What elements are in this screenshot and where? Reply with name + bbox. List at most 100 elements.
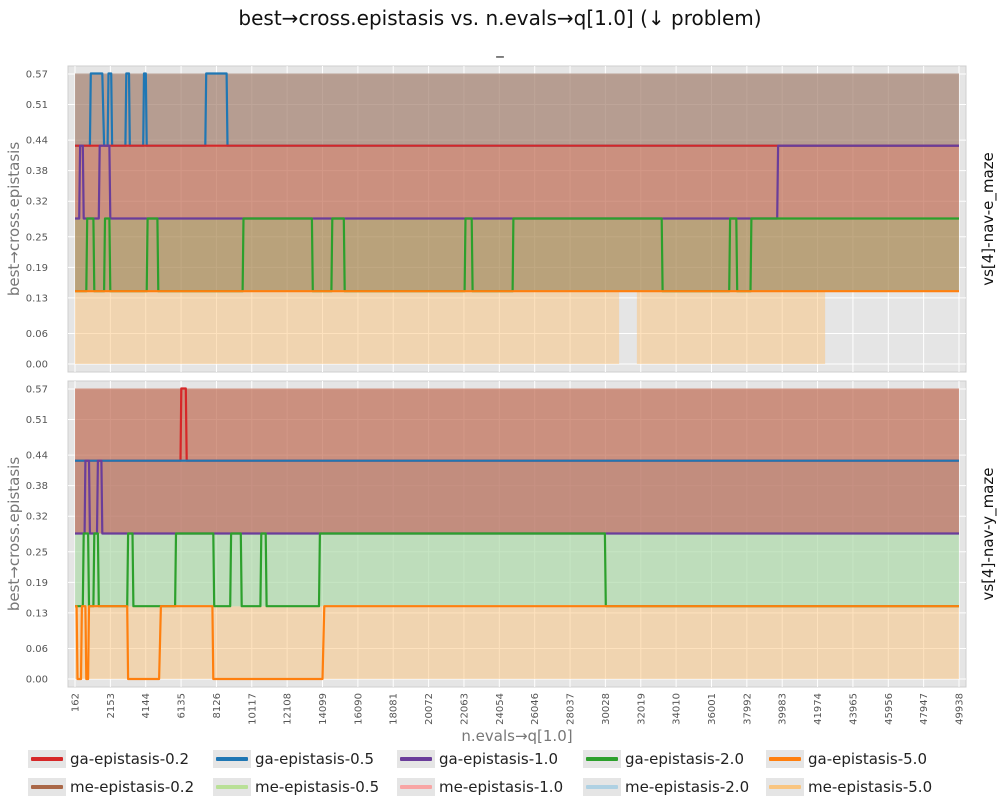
y-gridlines [68,73,966,365]
y-tick-label: 0.00 [26,675,48,686]
series-lines [75,387,959,681]
legend-item-me-epistasis-0.5: me-epistasis-0.5 [213,776,379,798]
y-tick-label: 0.25 [26,232,48,243]
x-tick-label: 22063 [459,693,470,725]
x-tick-label: 26046 [530,693,541,725]
y-tick-label: 0.57 [26,70,48,81]
y-tick-label: 0.38 [26,166,48,177]
legend-label: me-epistasis-2.0 [625,778,750,796]
legend-item-ga-epistasis-1.0: ga-epistasis-1.0 [397,748,558,770]
range-bands [75,73,959,364]
band-me-epistasis-0.5 [75,533,959,607]
y-tick-label: 0.06 [26,329,48,340]
y-axis-label: best→cross.epistasis [5,457,23,611]
x-tick-label: 18081 [389,693,400,725]
legend-swatch [28,750,66,768]
x-tick-label: 30028 [601,693,612,725]
legend-label: ga-epistasis-1.0 [439,750,558,768]
y-tick-label: 0.06 [26,644,48,655]
x-tick-label: 14099 [318,693,329,725]
facet-label: vs[4]-nav-e_maze [979,152,998,286]
legend-swatch [766,750,804,768]
x-tick-label: 6135 [177,693,188,718]
legend-swatch [583,778,621,796]
legend-item-ga-epistasis-2.0: ga-epistasis-2.0 [583,748,744,770]
legend-item-me-epistasis-1.0: me-epistasis-1.0 [397,776,563,798]
x-tick-label: 24054 [495,693,506,725]
y-tick-label: 0.32 [26,512,48,523]
legend-label: me-epistasis-1.0 [439,778,564,796]
chart-subtitle: _ [496,40,504,58]
legend-swatch [213,750,251,768]
x-tick-label: 45956 [884,693,895,725]
line-ga-epistasis-5.0 [75,605,959,681]
legend-swatch [28,778,66,796]
legend-swatch [397,750,435,768]
x-tick-label: 16090 [353,693,364,725]
y-tick-label: 0.51 [26,100,48,111]
legend-item-ga-epistasis-0.5: ga-epistasis-0.5 [213,748,374,770]
x-tick-label: 162 [71,693,82,712]
band-me-epistasis-0.5 [75,218,959,292]
y-tick-label: 0.00 [26,360,48,371]
x-tick-label: 28037 [566,693,577,725]
y-tick-label: 0.13 [26,293,48,304]
x-tick-label: 2153 [106,693,117,718]
x-tick-label: 4144 [141,693,152,718]
x-tick-labels: 162 2153 4144 6135 8126 10117 12108 14099 16090 1… [71,693,966,725]
y-gridlines [68,388,966,680]
y-tick-label: 0.19 [26,263,48,274]
legend-item-me-epistasis-5.0: me-epistasis-5.0 [766,776,932,798]
x-tick-label: 36001 [707,693,718,725]
y-tick-label: 0.13 [26,608,48,619]
legend-label: ga-epistasis-0.2 [70,750,189,768]
legend-swatch [583,750,621,768]
y-tick-labels: 0.00 0.06 0.13 0.19 0.25 0.32 0.38 0.44 0.51 0.57 [26,385,48,686]
legend-label: ga-epistasis-2.0 [625,750,744,768]
legend-label: me-epistasis-0.2 [70,778,195,796]
x-tick-label: 43965 [848,693,859,725]
x-axis-label: n.evals→q[1.0] [461,727,572,745]
y-tick-labels: 0.00 0.06 0.13 0.19 0.25 0.32 0.38 0.44 0.51 0.57 [26,70,48,371]
legend-swatch [766,778,804,796]
x-tick-label: 41974 [813,693,824,725]
y-tick-label: 0.44 [26,451,48,462]
legend-item-ga-epistasis-5.0: ga-epistasis-5.0 [766,748,927,770]
band-me-epistasis-2.0 [533,73,959,146]
y-tick-label: 0.51 [26,415,48,426]
band-me-epistasis-5.0 [75,606,959,679]
chart-title: best→cross.epistasis vs. n.evals→q[1.0] … [238,6,762,30]
x-tick-label: 32019 [636,693,647,725]
x-tick-label: 39983 [778,693,789,725]
band-me-epistasis-5.0 [636,291,826,364]
x-tick-label: 12108 [283,693,294,725]
y-tick-label: 0.25 [26,547,48,558]
legend: ga-epistasis-0.2 ga-epistasis-0.5 ga-epist… [20,748,990,798]
line-ga-epistasis-0.5 [75,72,959,147]
facet-label: vs[4]-nav-y_maze [979,468,998,601]
y-axis-label: best→cross.epistasis [5,142,23,296]
x-tick-label: 20072 [424,693,435,725]
x-tick-label: 37992 [742,693,753,725]
band-me-epistasis-1.0 [75,145,959,219]
x-tick-label: 34010 [672,693,683,725]
band-me-epistasis-5.0 [75,291,620,364]
legend-label: me-epistasis-0.5 [255,778,380,796]
series-lines [75,72,959,293]
y-tick-label: 0.57 [26,385,48,396]
legend-item-me-epistasis-0.2: me-epistasis-0.2 [28,776,194,798]
legend-label: ga-epistasis-5.0 [808,750,927,768]
band-me-epistasis-2.0 [75,73,534,146]
legend-label: me-epistasis-5.0 [808,778,933,796]
legend-swatch [397,778,435,796]
line-ga-epistasis-2.0 [75,217,959,293]
x-tick-label: 10117 [247,693,258,725]
legend-item-me-epistasis-2.0: me-epistasis-2.0 [583,776,749,798]
panel-2: 0.00 0.06 0.13 0.19 0.25 0.32 0.38 0.44 0.51 0.57… [5,380,998,688]
panel-1: 0.00 0.06 0.13 0.19 0.25 0.32 0.38 0.44 0.51 0.57… [5,65,998,373]
band-me-epistasis-0.2 [75,73,959,292]
x-tick-label: 47947 [919,693,930,725]
line-ga-epistasis-1.0 [75,144,959,220]
x-tick-label: 49938 [955,693,966,725]
